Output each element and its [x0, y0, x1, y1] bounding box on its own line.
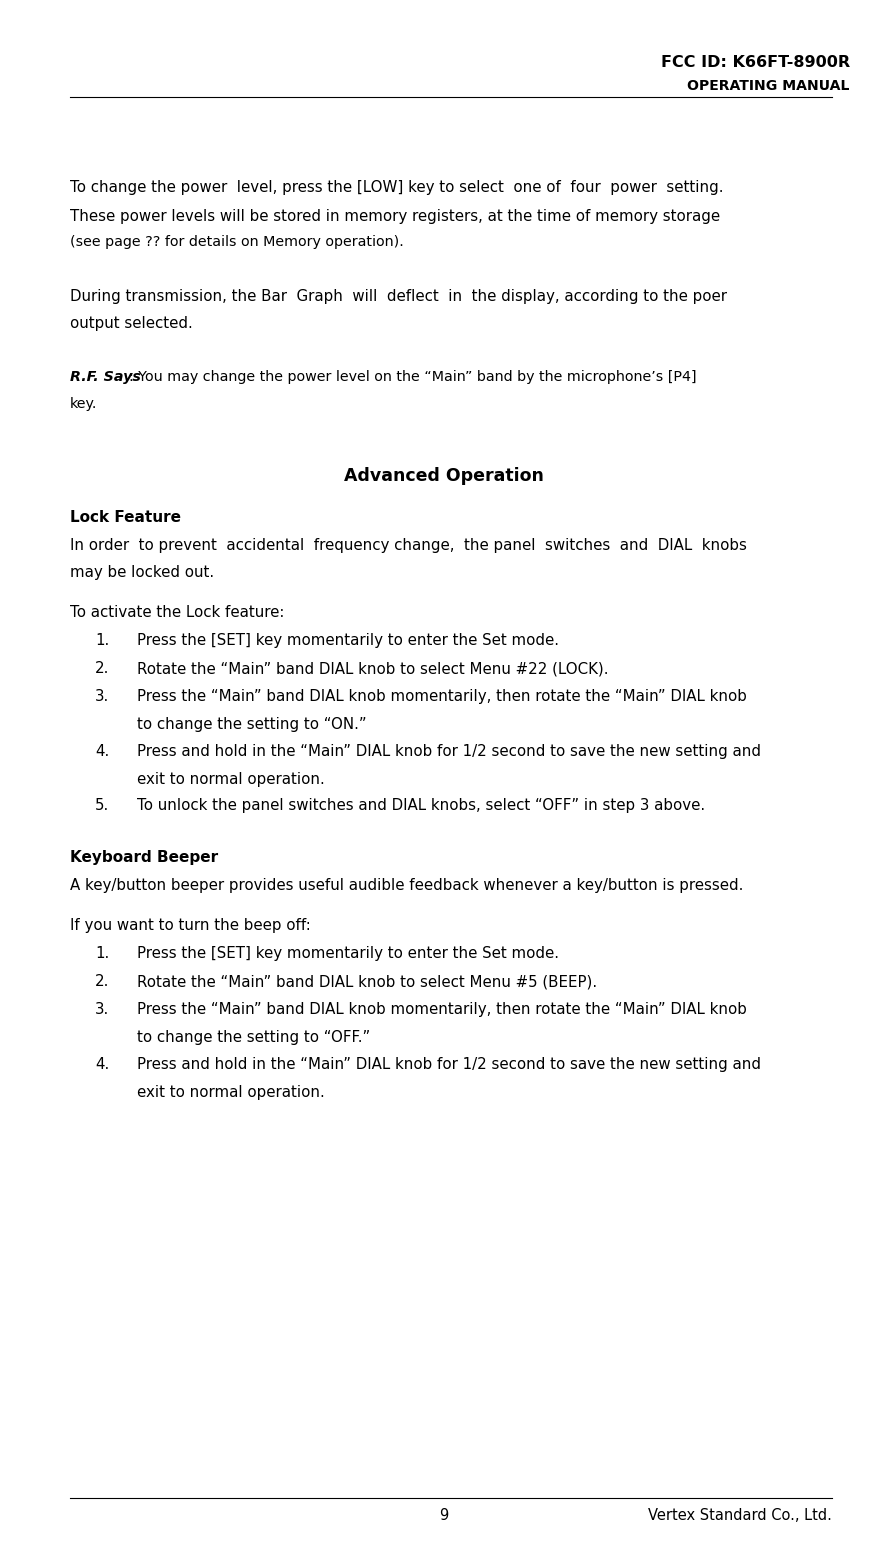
Text: Press and hold in the “Main” DIAL knob for 1/2 second to save the new setting an: Press and hold in the “Main” DIAL knob f… — [136, 1057, 759, 1072]
Text: Keyboard Beeper: Keyboard Beeper — [70, 850, 218, 865]
Text: 9: 9 — [439, 1508, 447, 1522]
Text: 1.: 1. — [95, 946, 109, 962]
Text: 4.: 4. — [95, 1057, 109, 1072]
Text: Press the [SET] key momentarily to enter the Set mode.: Press the [SET] key momentarily to enter… — [136, 946, 558, 962]
Text: During transmission, the Bar  Graph  will  deflect  in  the display, according t: During transmission, the Bar Graph will … — [70, 289, 727, 305]
Text: exit to normal operation.: exit to normal operation. — [136, 1085, 324, 1100]
Text: 5.: 5. — [95, 798, 109, 814]
Text: These power levels will be stored in memory registers, at the time of memory sto: These power levels will be stored in mem… — [70, 209, 719, 224]
Text: 2.: 2. — [95, 974, 109, 990]
Text: may be locked out.: may be locked out. — [70, 565, 214, 580]
Text: Press the “Main” band DIAL knob momentarily, then rotate the “Main” DIAL knob: Press the “Main” band DIAL knob momentar… — [136, 689, 745, 705]
Text: (see page ?? for details on Memory operation).: (see page ?? for details on Memory opera… — [70, 235, 403, 249]
Text: Rotate the “Main” band DIAL knob to select Menu #5 (BEEP).: Rotate the “Main” band DIAL knob to sele… — [136, 974, 596, 990]
Text: 3.: 3. — [95, 689, 109, 705]
Text: 4.: 4. — [95, 744, 109, 759]
Text: 3.: 3. — [95, 1002, 109, 1018]
Text: In order  to prevent  accidental  frequency change,  the panel  switches  and  D: In order to prevent accidental frequency… — [70, 538, 746, 554]
Text: R.F. Says: R.F. Says — [70, 370, 141, 384]
Text: Advanced Operation: Advanced Operation — [343, 467, 543, 485]
Text: Vertex Standard Co., Ltd.: Vertex Standard Co., Ltd. — [648, 1508, 831, 1522]
Text: To activate the Lock feature:: To activate the Lock feature: — [70, 605, 284, 621]
Text: to change the setting to “ON.”: to change the setting to “ON.” — [136, 717, 366, 733]
Text: FCC ID: K66FT-8900R: FCC ID: K66FT-8900R — [660, 56, 849, 70]
Text: exit to normal operation.: exit to normal operation. — [136, 772, 324, 787]
Text: To change the power  level, press the [LOW] key to select  one of  four  power  : To change the power level, press the [LO… — [70, 180, 723, 196]
Text: output selected.: output selected. — [70, 316, 192, 331]
Text: OPERATING MANUAL: OPERATING MANUAL — [687, 79, 849, 92]
Text: to change the setting to “OFF.”: to change the setting to “OFF.” — [136, 1030, 369, 1046]
Text: key.: key. — [70, 397, 97, 411]
Text: : You may change the power level on the “Main” band by the microphone’s [P4]: : You may change the power level on the … — [129, 370, 696, 384]
Text: 1.: 1. — [95, 633, 109, 649]
Text: Press the [SET] key momentarily to enter the Set mode.: Press the [SET] key momentarily to enter… — [136, 633, 558, 649]
Text: To unlock the panel switches and DIAL knobs, select “OFF” in step 3 above.: To unlock the panel switches and DIAL kn… — [136, 798, 703, 814]
Text: Press the “Main” band DIAL knob momentarily, then rotate the “Main” DIAL knob: Press the “Main” band DIAL knob momentar… — [136, 1002, 745, 1018]
Text: Press and hold in the “Main” DIAL knob for 1/2 second to save the new setting an: Press and hold in the “Main” DIAL knob f… — [136, 744, 759, 759]
Text: If you want to turn the beep off:: If you want to turn the beep off: — [70, 918, 310, 934]
Text: 2.: 2. — [95, 661, 109, 677]
Text: A key/button beeper provides useful audible feedback whenever a key/button is pr: A key/button beeper provides useful audi… — [70, 878, 742, 893]
Text: Lock Feature: Lock Feature — [70, 510, 181, 526]
Text: Rotate the “Main” band DIAL knob to select Menu #22 (LOCK).: Rotate the “Main” band DIAL knob to sele… — [136, 661, 607, 677]
